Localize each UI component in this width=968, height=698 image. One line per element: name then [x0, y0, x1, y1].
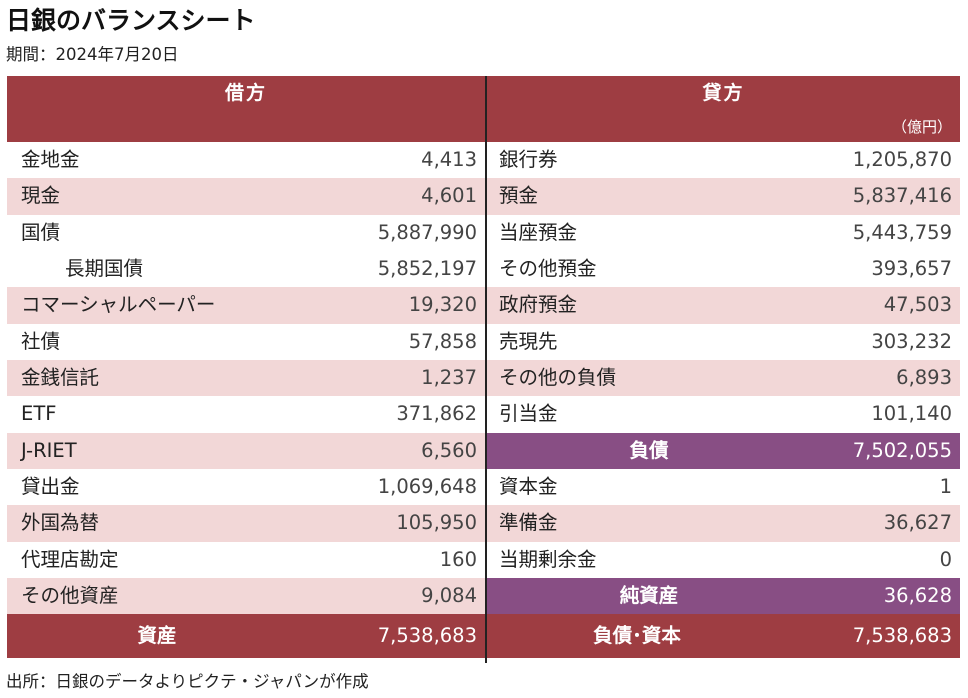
liabilities-capital-total-row: 負債･資本 7,538,683: [487, 614, 960, 659]
table-row: その他資産 9,084: [7, 578, 485, 615]
row-label: 現金: [21, 184, 61, 208]
row-label: 長期国債: [65, 257, 144, 281]
row-value: 19,320: [408, 293, 477, 317]
assets-total-value: 7,538,683: [377, 624, 477, 648]
row-label: 純資産: [619, 584, 679, 608]
column-divider: [485, 76, 487, 663]
row-value: 36,628: [883, 584, 952, 608]
unit-label: （億円）: [891, 118, 952, 136]
table-row: 当期剰余金 0: [487, 541, 960, 579]
table-row: 社債 57,858: [7, 323, 485, 361]
row-value: 57,858: [408, 329, 477, 353]
row-value: 5,443,759: [852, 220, 952, 244]
row-value: 5,887,990: [377, 220, 477, 244]
table-row: その他の負債 6,893: [487, 360, 960, 397]
table-row: 銀行券 1,205,870: [487, 142, 960, 179]
table-row: 外国為替 105,950: [7, 505, 485, 542]
table-row: その他預金 393,657: [487, 251, 960, 288]
row-value: 160: [439, 547, 477, 571]
row-label: コマーシャルペーパー: [21, 293, 216, 317]
table-row: 長期国債 5,852,197: [7, 251, 485, 288]
liabilities-capital-total-value: 7,538,683: [852, 624, 952, 648]
row-value: 393,657: [871, 257, 952, 281]
row-label: 銀行券: [499, 148, 558, 171]
row-value: 303,232: [871, 329, 952, 353]
row-label: 金地金: [21, 148, 80, 171]
assets-total-row: 資産 7,538,683: [7, 614, 485, 659]
table-row: 現金 4,601: [7, 178, 485, 215]
row-value: 9,084: [421, 584, 477, 608]
row-label: 資本金: [499, 475, 558, 499]
page-title: 日銀のバランスシート: [6, 6, 256, 35]
row-value: 371,862: [396, 402, 477, 426]
table-row: 貸出金 1,069,648: [7, 469, 485, 506]
table-row: 金銭信託 1,237: [7, 360, 485, 397]
row-value: 1,069,648: [377, 475, 477, 499]
credit-header-label: 貸方: [702, 82, 745, 104]
row-label: 外国為替: [21, 511, 100, 535]
row-value: 6,560: [421, 438, 477, 462]
row-value: 5,837,416: [852, 184, 952, 208]
table-row: 売現先 303,232: [487, 323, 960, 361]
debit-header-label: 借方: [224, 82, 267, 104]
table-row: 当座預金 5,443,759: [487, 214, 960, 252]
row-label: 当座預金: [499, 220, 578, 244]
row-value: 105,950: [396, 511, 477, 535]
row-value: 1,205,870: [852, 148, 952, 171]
row-label: 売現先: [499, 329, 558, 353]
row-value: 4,601: [421, 184, 477, 208]
date-subtitle: 期間：2024年7月20日: [6, 45, 179, 64]
credit-header: 貸方 （億円）: [487, 76, 960, 142]
debit-header: 借方: [7, 76, 485, 142]
liabilities-capital-total-label: 負債･資本: [593, 624, 681, 648]
table-row: 政府預金 47,503: [487, 287, 960, 324]
row-value: 1: [939, 475, 952, 499]
debit-column: 借方 金地金 4,413 現金 4,601 国債 5,887,990 長期国債 5,85…: [7, 76, 485, 659]
row-label: 金銭信託: [21, 366, 100, 390]
row-label: 政府預金: [499, 293, 578, 317]
row-label: 負債: [629, 438, 669, 462]
row-value: 6,893: [896, 366, 952, 390]
row-label: 国債: [21, 220, 61, 244]
row-value: 36,627: [883, 511, 952, 535]
row-label: その他の負債: [499, 366, 617, 390]
table-row: 国債 5,887,990: [7, 214, 485, 252]
row-label: ETF: [21, 402, 57, 426]
table-row: 代理店勘定 160: [7, 541, 485, 579]
table-row: 金地金 4,413: [7, 142, 485, 179]
row-value: 0: [939, 547, 952, 571]
table-row: J-RIET 6,560: [7, 432, 485, 470]
table-row: コマーシャルペーパー 19,320: [7, 287, 485, 324]
row-value: 4,413: [421, 148, 477, 171]
row-value: 101,140: [871, 402, 952, 426]
row-label: 預金: [499, 184, 539, 208]
balance-sheet-table: 借方 金地金 4,413 現金 4,601 国債 5,887,990 長期国債 5,85…: [7, 76, 960, 663]
row-value: 1,237: [421, 366, 477, 390]
table-row: 準備金 36,627: [487, 505, 960, 542]
row-value: 7,502,055: [852, 438, 952, 462]
row-label: 貸出金: [21, 475, 80, 499]
net-assets-subtotal-row: 純資産 36,628: [487, 578, 960, 615]
row-label: 当期剰余金: [499, 547, 597, 571]
row-value: 5,852,197: [377, 257, 477, 281]
liabilities-subtotal-row: 負債 7,502,055: [487, 432, 960, 470]
table-row: ETF 371,862: [7, 396, 485, 433]
row-label: 準備金: [499, 511, 558, 535]
row-label: その他資産: [21, 584, 119, 608]
row-label: その他預金: [499, 257, 597, 281]
source-note: 出所：日銀のデータよりピクテ・ジャパンが作成: [6, 672, 369, 691]
assets-total-label: 資産: [137, 624, 177, 648]
row-label: 引当金: [499, 402, 558, 426]
row-value: 47,503: [883, 293, 952, 317]
row-label: 社債: [21, 329, 61, 353]
table-row: 引当金 101,140: [487, 396, 960, 433]
table-row: 預金 5,837,416: [487, 178, 960, 215]
row-label: J-RIET: [21, 438, 77, 462]
table-row: 資本金 1: [487, 469, 960, 506]
row-label: 代理店勘定: [21, 547, 119, 571]
credit-column: 貸方 （億円） 銀行券 1,205,870 預金 5,837,416 当座預金 5,4…: [487, 76, 960, 659]
